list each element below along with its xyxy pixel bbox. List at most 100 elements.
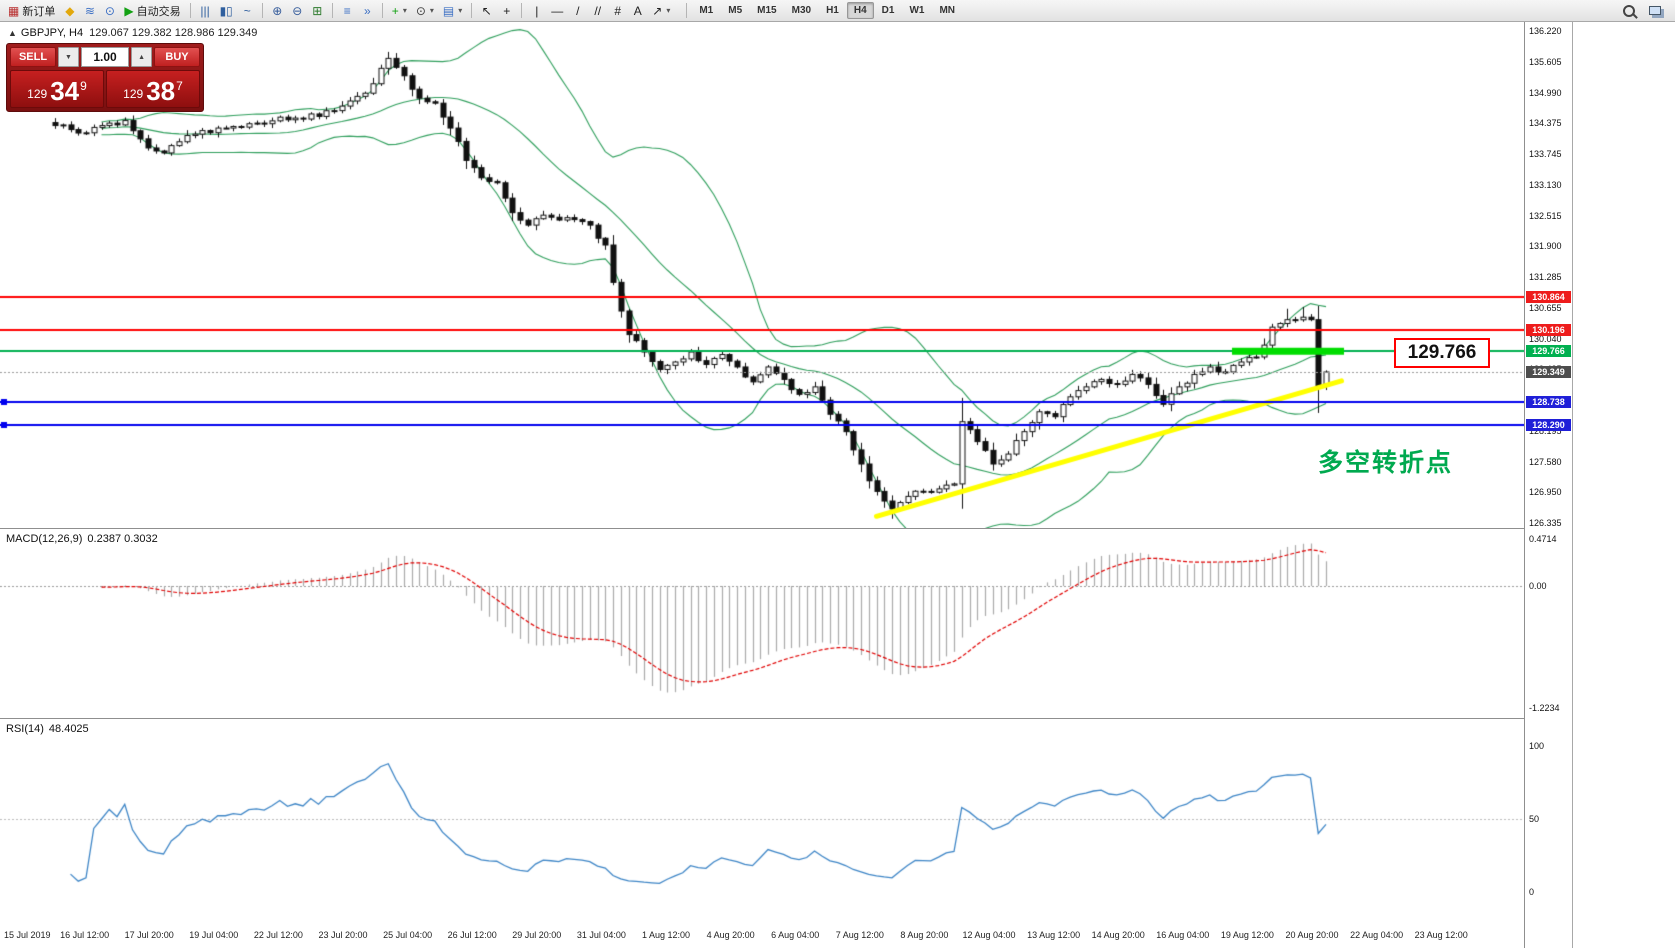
crosshair-button[interactable]: +: [497, 1, 516, 20]
terminal-icon: [1649, 6, 1661, 15]
price-level-label: 128.738: [1526, 396, 1571, 409]
line-chart-icon: ~: [243, 3, 251, 18]
rsi-name: RSI(14): [6, 723, 44, 735]
axis-tick: 50: [1529, 814, 1540, 824]
toolbar-separator: [471, 3, 473, 18]
time-label: 19 Aug 12:00: [1220, 930, 1274, 940]
time-label: 19 Jul 04:00: [189, 930, 239, 940]
one-click-prices: 129 34 9 129 38 7: [10, 70, 200, 108]
axis-tick: 133.745: [1529, 149, 1562, 159]
time-label: 1 Aug 12:00: [641, 930, 691, 940]
price-callout[interactable]: 129.766: [1394, 338, 1490, 368]
pane-separator[interactable]: [0, 718, 1572, 719]
price-level-label: 129.766: [1526, 345, 1571, 358]
tile-windows-button[interactable]: ⊞: [308, 1, 327, 20]
rsi-label: RSI(14) 48.4025: [6, 723, 89, 735]
axis-tick: 134.375: [1529, 118, 1562, 129]
one-click-toggle[interactable]: ▲: [8, 28, 17, 38]
candlestick-chart-button[interactable]: ▮▯: [216, 1, 237, 20]
search-button[interactable]: [1619, 1, 1639, 20]
toolbar-separator: [261, 3, 263, 18]
pane-separator[interactable]: [0, 528, 1572, 529]
cursor-button[interactable]: ↖: [477, 1, 496, 20]
macd-canvas[interactable]: [0, 529, 1524, 718]
arrows-button[interactable]: ↗ ▾: [648, 1, 674, 20]
history-center-button[interactable]: ⊙: [100, 1, 119, 20]
auto-arrange-button[interactable]: ≡: [338, 1, 357, 20]
axis-tick: 132.515: [1529, 210, 1562, 221]
timeframe-m30[interactable]: M30: [785, 2, 818, 19]
zoom-out-button[interactable]: ⊖: [288, 1, 307, 20]
timeframe-m15[interactable]: M15: [750, 2, 783, 19]
chart-window: ▲ GBPJPY, H4 129.067 129.382 128.986 129.3…: [0, 22, 1573, 948]
timeframe-mn[interactable]: MN: [932, 2, 962, 19]
indicators-button[interactable]: + ▾: [388, 1, 411, 20]
macd-pane[interactable]: MACD(12,26,9) 0.2387 0.3032: [0, 529, 1524, 718]
autotrading-icon: ▶: [124, 3, 134, 18]
axis-tick: 130.040: [1529, 333, 1562, 344]
channel-button[interactable]: //: [588, 1, 607, 20]
rsi-pane[interactable]: RSI(14) 48.4025: [0, 719, 1524, 924]
timeframe-w1[interactable]: W1: [902, 2, 931, 19]
timeframe-h1[interactable]: H1: [819, 2, 846, 19]
new-order-button[interactable]: ▦ 新订单: [4, 1, 59, 20]
time-label: 20 Aug 20:00: [1285, 930, 1339, 940]
toolbar: ▦ 新订单 ◆ ≋ ⊙ ▶ 自动交易 ||| ▮▯ ~ ⊕ ⊖ ⊞ ≡» + ▾ ⊙ ▾ ▤ ▾ ↖ + | — ///# A ↗ ▾…: [0, 0, 1675, 22]
volume-up-button[interactable]: ▲: [131, 47, 152, 67]
horizontal-line-button[interactable]: —: [547, 1, 567, 20]
fibonacci-button[interactable]: #: [608, 1, 627, 20]
timeframe-m5[interactable]: M5: [721, 2, 749, 19]
zoom-in-icon: ⊕: [272, 3, 283, 18]
autotrading-button[interactable]: ▶ 自动交易: [120, 1, 184, 20]
time-label: 8 Aug 20:00: [900, 930, 949, 940]
vertical-line-button[interactable]: |: [527, 1, 546, 20]
zoom-in-button[interactable]: ⊕: [268, 1, 287, 20]
sell-price[interactable]: 129 34 9: [10, 70, 104, 108]
channel-icon: //: [594, 3, 602, 18]
timeframe-d1[interactable]: D1: [875, 2, 902, 19]
time-label: 29 Jul 20:00: [512, 930, 562, 940]
time-label: 16 Jul 12:00: [60, 930, 110, 940]
sell-price-sup: 9: [80, 79, 87, 93]
sell-button[interactable]: SELL: [10, 47, 56, 67]
text-button[interactable]: A: [628, 1, 647, 20]
market-depth-button[interactable]: ≋: [80, 1, 99, 20]
macd-label: MACD(12,26,9) 0.2387 0.3032: [6, 533, 158, 545]
fibonacci-icon: #: [614, 3, 622, 18]
line-chart-button[interactable]: ~: [238, 1, 257, 20]
timeframe-h4[interactable]: H4: [846, 2, 874, 19]
one-click-controls: SELL ▼ 1.00 ▲ BUY: [10, 47, 200, 67]
macd-name: MACD(12,26,9): [6, 533, 83, 545]
price-axis[interactable]: 136.220 135.605 134.990 134.375 133.745 133.1…: [1524, 22, 1572, 948]
toolbar-right: [1619, 1, 1665, 20]
axis-tick: 0: [1529, 887, 1535, 897]
toolbar-separator: [189, 3, 191, 18]
rsi-value: 48.4025: [48, 723, 89, 735]
chart-shift-button[interactable]: »: [358, 1, 377, 20]
main-chart-canvas[interactable]: [0, 22, 1524, 528]
timeframe-m1[interactable]: M1: [692, 2, 720, 19]
buy-price[interactable]: 129 38 7: [106, 70, 200, 108]
zoom-out-icon: ⊖: [292, 3, 303, 18]
indicators-icon: +: [391, 3, 399, 18]
terminal-button[interactable]: [1645, 1, 1665, 20]
trendline-button[interactable]: /: [568, 1, 587, 20]
axis-tick: 133.130: [1529, 179, 1562, 190]
price-level-label: 130.864: [1526, 290, 1571, 303]
buy-button[interactable]: BUY: [154, 47, 200, 67]
annotation-text[interactable]: 多空转折点: [1318, 449, 1454, 477]
time-label: 23 Jul 20:00: [318, 930, 368, 940]
volume-input[interactable]: 1.00: [80, 47, 130, 67]
market-depth-icon: ≋: [84, 3, 95, 18]
chart-shift-icon: »: [363, 3, 371, 18]
rsi-canvas[interactable]: [0, 719, 1524, 924]
caret-down-icon: ▾: [429, 6, 434, 15]
main-chart-pane[interactable]: ▲ GBPJPY, H4 129.067 129.382 128.986 129.3…: [0, 22, 1524, 528]
periods-button[interactable]: ⊙ ▾: [412, 1, 438, 20]
bar-chart-button[interactable]: |||: [196, 1, 215, 20]
templates-button[interactable]: ▤ ▾: [439, 1, 466, 20]
axis-tick: 128.195: [1529, 425, 1562, 436]
time-axis[interactable]: 15 Jul 2019 16 Jul 12:00 17 Jul 20:00 19 Ju…: [0, 924, 1524, 948]
metaeditor-button[interactable]: ◆: [60, 1, 79, 20]
volume-down-button[interactable]: ▼: [58, 47, 79, 67]
